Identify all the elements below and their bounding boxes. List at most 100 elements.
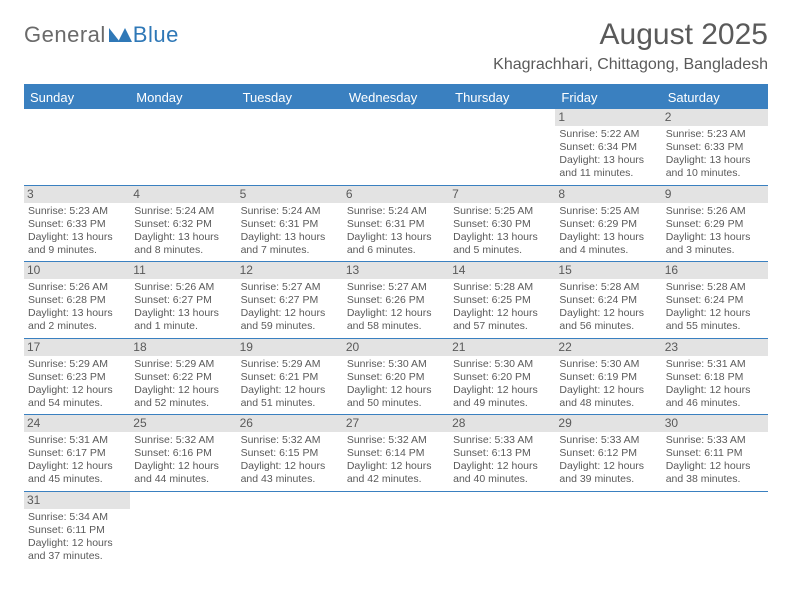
daylight-text: Daylight: 12 hours and 51 minutes. [241,384,339,410]
calendar-day-cell: 21Sunrise: 5:30 AMSunset: 6:20 PMDayligh… [449,339,555,415]
sunrise-text: Sunrise: 5:26 AM [666,205,764,218]
daylight-text: Daylight: 12 hours and 57 minutes. [453,307,551,333]
day-number: 12 [237,262,343,279]
day-number: 19 [237,339,343,356]
sunrise-text: Sunrise: 5:31 AM [28,434,126,447]
sunset-text: Sunset: 6:19 PM [559,371,657,384]
daylight-text: Daylight: 12 hours and 38 minutes. [666,460,764,486]
day-number: 24 [24,415,130,432]
logo-text-general: General [24,22,106,48]
daylight-text: Daylight: 12 hours and 49 minutes. [453,384,551,410]
daylight-text: Daylight: 12 hours and 48 minutes. [559,384,657,410]
day-number: 3 [24,186,130,203]
sunset-text: Sunset: 6:25 PM [453,294,551,307]
sunrise-text: Sunrise: 5:29 AM [241,358,339,371]
calendar-day-cell [343,492,449,568]
sunrise-text: Sunrise: 5:30 AM [453,358,551,371]
calendar-day-cell [24,109,130,185]
calendar-day-cell: 6Sunrise: 5:24 AMSunset: 6:31 PMDaylight… [343,186,449,262]
sunset-text: Sunset: 6:11 PM [28,524,126,537]
sunset-text: Sunset: 6:15 PM [241,447,339,460]
sunset-text: Sunset: 6:13 PM [453,447,551,460]
daylight-text: Daylight: 13 hours and 2 minutes. [28,307,126,333]
month-title: August 2025 [493,18,768,52]
sunrise-text: Sunrise: 5:31 AM [666,358,764,371]
daylight-text: Daylight: 13 hours and 1 minute. [134,307,232,333]
day-number: 15 [555,262,661,279]
daylight-text: Daylight: 12 hours and 55 minutes. [666,307,764,333]
sunrise-text: Sunrise: 5:29 AM [28,358,126,371]
calendar-day-cell [449,109,555,185]
calendar-day-cell: 5Sunrise: 5:24 AMSunset: 6:31 PMDaylight… [237,186,343,262]
day-number: 18 [130,339,236,356]
sunset-text: Sunset: 6:26 PM [347,294,445,307]
calendar-day-cell: 28 Sunrise: 5:33 AMSunset: 6:13 PMDayligh… [449,415,555,491]
sunset-text: Sunset: 6:31 PM [347,218,445,231]
sunset-text: Sunset: 6:24 PM [559,294,657,307]
day-number: 5 [237,186,343,203]
day-number: 20 [343,339,449,356]
day-number: 28 [449,415,555,432]
sunset-text: Sunset: 6:34 PM [559,141,657,154]
calendar-day-cell: 15 Sunrise: 5:28 AMSunset: 6:24 PMDayligh… [555,262,661,338]
calendar-day-cell: 13Sunrise: 5:27 AMSunset: 6:26 PMDayligh… [343,262,449,338]
calendar-week-row: 17Sunrise: 5:29 AMSunset: 6:23 PMDayligh… [24,339,768,416]
daylight-text: Daylight: 12 hours and 40 minutes. [453,460,551,486]
sunrise-text: Sunrise: 5:32 AM [347,434,445,447]
calendar-day-cell [449,492,555,568]
daylight-text: Daylight: 12 hours and 37 minutes. [28,537,126,563]
day-header: Tuesday [237,86,343,109]
day-header: Thursday [449,86,555,109]
calendar-day-cell: 17Sunrise: 5:29 AMSunset: 6:23 PMDayligh… [24,339,130,415]
day-number: 13 [343,262,449,279]
calendar-day-cell: 19Sunrise: 5:29 AMSunset: 6:21 PMDayligh… [237,339,343,415]
sunset-text: Sunset: 6:16 PM [134,447,232,460]
day-number: 10 [24,262,130,279]
calendar-day-cell: 9Sunrise: 5:26 AMSunset: 6:29 PMDaylight… [662,186,768,262]
calendar-day-cell: 11Sunrise: 5:26 AMSunset: 6:27 PMDayligh… [130,262,236,338]
day-header: Saturday [662,86,768,109]
calendar-day-cell: 24Sunrise: 5:31 AMSunset: 6:17 PMDayligh… [24,415,130,491]
sunrise-text: Sunrise: 5:25 AM [453,205,551,218]
sunrise-text: Sunrise: 5:28 AM [666,281,764,294]
sunset-text: Sunset: 6:12 PM [559,447,657,460]
day-header: Sunday [24,86,130,109]
calendar-week-row: 3Sunrise: 5:23 AMSunset: 6:33 PMDaylight… [24,186,768,263]
sunrise-text: Sunrise: 5:30 AM [347,358,445,371]
day-number: 23 [662,339,768,356]
day-number: 9 [662,186,768,203]
sunrise-text: Sunrise: 5:24 AM [134,205,232,218]
day-number: 1 [555,109,661,126]
day-number: 6 [343,186,449,203]
calendar-day-cell: 18Sunrise: 5:29 AMSunset: 6:22 PMDayligh… [130,339,236,415]
calendar-week-row: 10Sunrise: 5:26 AMSunset: 6:28 PMDayligh… [24,262,768,339]
calendar-day-cell: 23Sunrise: 5:31 AMSunset: 6:18 PMDayligh… [662,339,768,415]
sunrise-text: Sunrise: 5:32 AM [241,434,339,447]
sunset-text: Sunset: 6:27 PM [241,294,339,307]
calendar-day-cell: 27Sunrise: 5:32 AMSunset: 6:14 PMDayligh… [343,415,449,491]
calendar-day-cell: 3Sunrise: 5:23 AMSunset: 6:33 PMDaylight… [24,186,130,262]
sunrise-text: Sunrise: 5:33 AM [453,434,551,447]
calendar-day-cell [555,492,661,568]
sunrise-text: Sunrise: 5:28 AM [453,281,551,294]
day-number: 29 [555,415,661,432]
calendar-day-cell: 20Sunrise: 5:30 AMSunset: 6:20 PMDayligh… [343,339,449,415]
daylight-text: Daylight: 12 hours and 56 minutes. [559,307,657,333]
daylight-text: Daylight: 13 hours and 5 minutes. [453,231,551,257]
sunrise-text: Sunrise: 5:28 AM [559,281,657,294]
calendar-day-cell: 1Sunrise: 5:22 AMSunset: 6:34 PMDaylight… [555,109,661,185]
sunset-text: Sunset: 6:29 PM [666,218,764,231]
calendar-day-cell: 8Sunrise: 5:25 AMSunset: 6:29 PMDaylight… [555,186,661,262]
sunrise-text: Sunrise: 5:26 AM [28,281,126,294]
calendar-day-cell: 29Sunrise: 5:33 AMSunset: 6:12 PMDayligh… [555,415,661,491]
daylight-text: Daylight: 13 hours and 7 minutes. [241,231,339,257]
sunrise-text: Sunrise: 5:24 AM [347,205,445,218]
sunrise-text: Sunrise: 5:33 AM [666,434,764,447]
daylight-text: Daylight: 12 hours and 44 minutes. [134,460,232,486]
day-number: 27 [343,415,449,432]
sunset-text: Sunset: 6:20 PM [453,371,551,384]
header: General Blue August 2025 Khagrachhari, C… [24,18,768,74]
calendar-day-cell: 10Sunrise: 5:26 AMSunset: 6:28 PMDayligh… [24,262,130,338]
calendar-day-cell: 22Sunrise: 5:30 AMSunset: 6:19 PMDayligh… [555,339,661,415]
daylight-text: Daylight: 13 hours and 8 minutes. [134,231,232,257]
